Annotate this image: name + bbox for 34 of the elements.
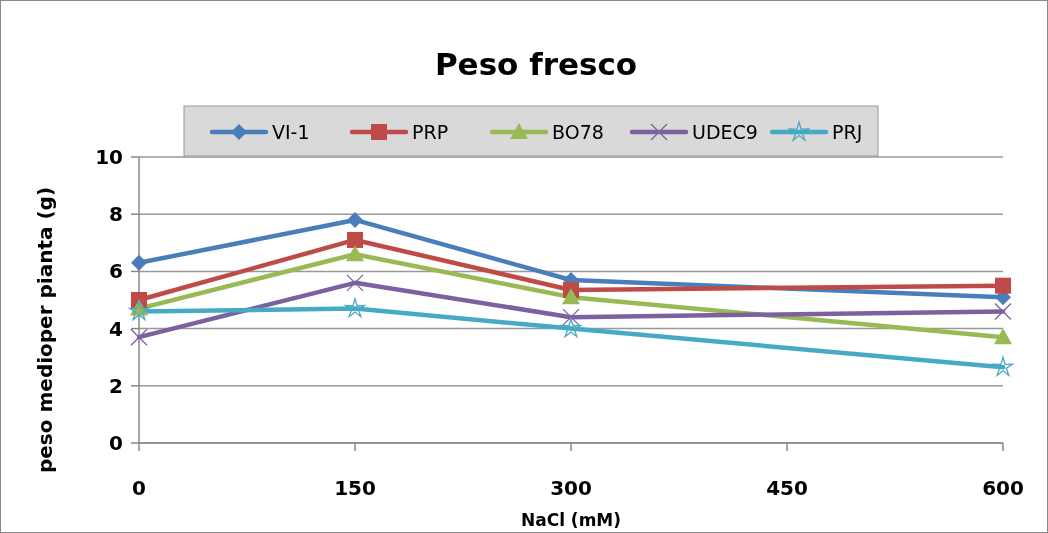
point: [131, 254, 147, 271]
y-axis-title: peso medioper pianta (g): [33, 186, 57, 474]
point: [347, 211, 363, 228]
y-tick-label: 4: [109, 316, 123, 341]
point: [994, 328, 1012, 345]
point: [128, 300, 150, 321]
y-tick-label: 2: [109, 373, 123, 398]
point: [562, 288, 580, 305]
point: [344, 297, 366, 318]
legend-label: UDEC9: [692, 120, 758, 143]
x-tick-label: 450: [766, 476, 808, 500]
legend-label: PRP: [412, 120, 449, 143]
legend-label: PRJ: [832, 120, 863, 143]
x-tick-label: 300: [550, 476, 592, 500]
x-tick-label: 0: [132, 476, 146, 500]
point: [346, 245, 364, 262]
legend-label: BO78: [552, 120, 604, 143]
x-axis-title: NaCl (mM): [520, 510, 622, 530]
point: [994, 302, 1012, 321]
y-tick-label: 8: [109, 202, 123, 227]
point: [995, 277, 1011, 294]
y-tick-label: 6: [109, 259, 123, 284]
point: [560, 317, 582, 338]
point: [347, 231, 363, 248]
point: [130, 328, 148, 346]
y-tick-label: 10: [95, 145, 123, 169]
x-tick-label: 150: [334, 476, 376, 500]
y-tick-label: 0: [109, 431, 123, 455]
point: [992, 356, 1014, 376]
point: [346, 274, 364, 292]
legend-label: VI-1: [272, 120, 310, 143]
chart-title: Peso fresco: [434, 46, 638, 82]
x-tick-label: 600: [982, 476, 1024, 500]
point: [562, 308, 580, 326]
